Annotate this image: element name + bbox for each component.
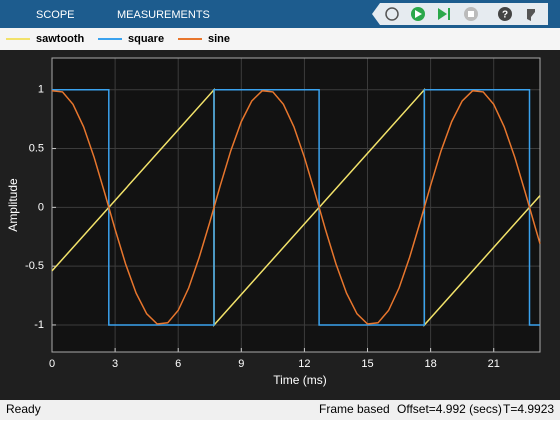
y-tick-label: -1 — [34, 319, 44, 331]
axes-box — [51, 57, 541, 353]
y-tick-label: 0 — [38, 201, 44, 213]
legend-label: square — [128, 33, 164, 45]
y-tick-label: -0.5 — [25, 260, 44, 272]
series-line — [51, 89, 541, 325]
x-tick-label: 6 — [175, 358, 181, 370]
measurements-tab[interactable]: MEASUREMENTS — [117, 9, 210, 21]
x-tick-label: 21 — [488, 358, 500, 370]
x-tick-label: 3 — [112, 358, 118, 370]
legend-bar — [0, 28, 560, 50]
y-tick-label: 0.5 — [29, 142, 44, 154]
y-tick-label: 1 — [38, 84, 44, 96]
stepback-icon[interactable] — [385, 7, 399, 21]
step-bar — [448, 8, 450, 20]
legend-label: sawtooth — [36, 33, 85, 45]
status-ready: Ready — [6, 402, 41, 416]
y-axis-label: Amplitude — [6, 178, 20, 232]
scope-tab[interactable]: SCOPE — [36, 9, 75, 21]
x-tick-label: 0 — [49, 358, 55, 370]
status-bar — [0, 400, 560, 420]
status-time: T=4.9923 — [503, 402, 554, 416]
plot-area — [52, 58, 540, 352]
x-axis-label: Time (ms) — [273, 373, 327, 387]
x-tick-label: 15 — [361, 358, 373, 370]
run-glyph — [415, 10, 422, 18]
help-glyph: ? — [502, 10, 508, 21]
stop-glyph — [468, 11, 474, 17]
x-tick-label: 12 — [298, 358, 310, 370]
status-mode: Frame based — [319, 402, 390, 416]
legend-label: sine — [208, 33, 230, 45]
status-offset: Offset=4.992 (secs) — [397, 402, 502, 416]
help-icon[interactable] — [498, 7, 512, 21]
x-tick-label: 9 — [238, 358, 244, 370]
step-icon[interactable] — [438, 8, 447, 20]
x-tick-label: 18 — [424, 358, 436, 370]
pin-icon[interactable] — [527, 9, 535, 21]
